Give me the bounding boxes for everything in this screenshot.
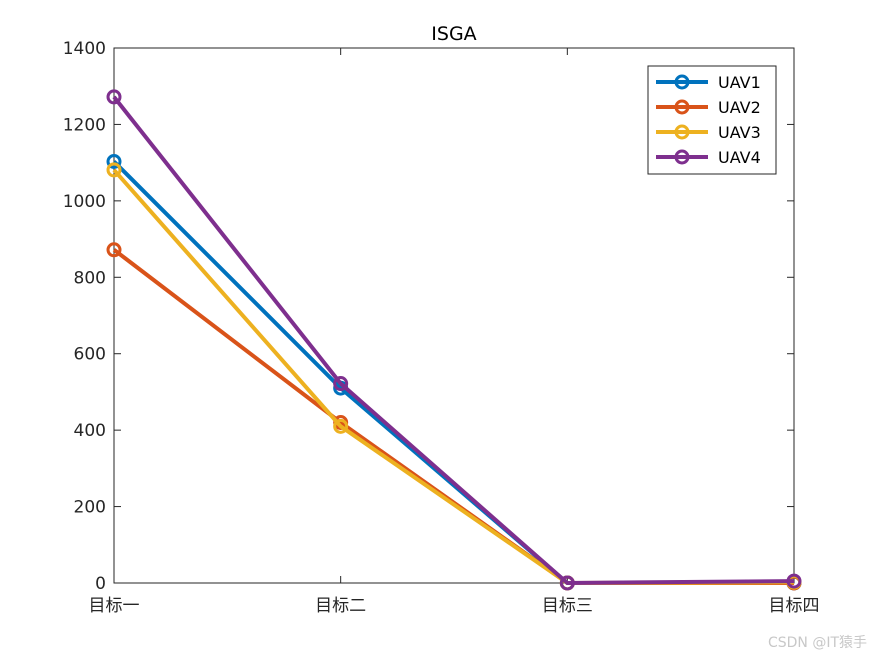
data-point [106,242,122,258]
x-tick-label: 目标一 [89,596,140,616]
data-point [333,376,349,392]
data-point [559,575,575,591]
x-tick-label: 目标三 [542,596,593,616]
series-uav4 [106,89,802,591]
series-layer [106,89,802,591]
y-tick-label: 1200 [63,115,106,135]
y-axis: 0 200 400 600 800 1000 1200 1400 [63,39,794,594]
data-point [106,162,122,178]
y-tick-label: 0 [95,574,106,594]
legend[interactable]: UAV1 UAV2 UAV3 UAV4 [647,65,777,175]
data-point [106,89,122,105]
y-tick-label: 800 [74,268,106,288]
chart-title: ISGA [431,23,476,45]
legend-marker [674,124,690,140]
y-tick-label: 400 [74,421,106,441]
data-point [106,153,122,169]
y-tick-label: 600 [74,345,106,365]
legend-label: UAV2 [718,98,761,117]
x-axis: 目标一 目标二 目标三 目标四 [89,48,820,616]
legend-item-uav2[interactable]: UAV2 [656,98,761,117]
x-tick-label: 目标二 [315,596,366,616]
legend-marker [674,149,690,165]
data-point [786,573,802,589]
x-tick-label: 目标四 [769,596,820,616]
legend-item-uav4[interactable]: UAV4 [656,148,761,167]
legend-label: UAV4 [718,148,761,167]
legend-marker [674,74,690,90]
y-tick-label: 1000 [63,192,106,212]
series-line [112,95,795,585]
legend-label: UAV3 [718,123,761,142]
legend-label: UAV1 [718,73,761,92]
legend-marker [674,99,690,115]
watermark: CSDN @IT猿手 [767,635,867,651]
y-tick-label: 1400 [63,39,106,59]
y-tick-label: 200 [74,498,106,518]
data-point [333,418,349,434]
legend-item-uav3[interactable]: UAV3 [656,123,761,142]
legend-item-uav1[interactable]: UAV1 [656,73,761,92]
